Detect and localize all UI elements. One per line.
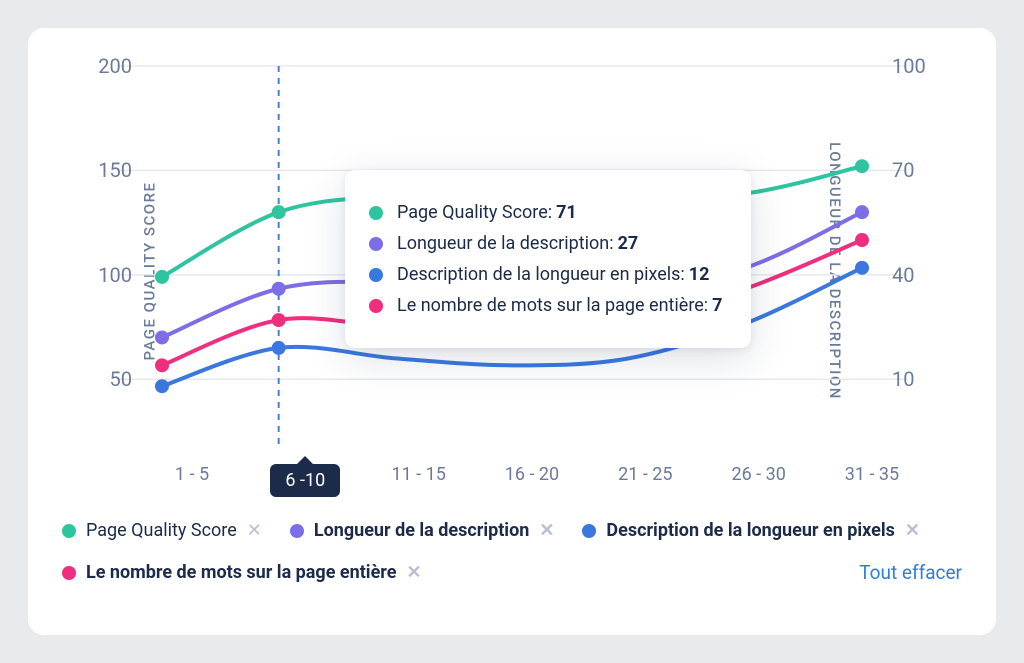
xtick[interactable]: 21 - 25 [610,464,680,497]
series-dot-icon [369,268,383,282]
series-dot-icon [369,237,383,251]
legend-dot-icon [62,524,76,538]
legend-label: Le nombre de mots sur la page entière [86,562,396,583]
xtick[interactable]: 16 - 20 [497,464,567,497]
xtick-active[interactable]: 6 -10 [270,464,340,497]
legend-dot-icon [290,524,304,538]
tooltip-label: Le nombre de mots sur la page entière: [397,295,708,316]
ytick-right: 40 [892,263,932,287]
chart-card: PAGE QUALITY SCORE LONGUEUR DE LA DESCRI… [28,28,996,635]
remove-series-icon[interactable]: ✕ [406,562,421,583]
legend-item[interactable]: Page Quality Score ✕ [62,520,262,541]
clear-all-button[interactable]: Tout effacer [859,561,962,584]
x-axis-ticks: 1 - 5 6 -10 11 - 15 16 - 20 21 - 25 26 - 30 31… [157,464,907,497]
legend-label: Longueur de la description [314,520,529,541]
xtick[interactable]: 11 - 15 [384,464,454,497]
xtick[interactable]: 26 - 30 [724,464,794,497]
remove-series-icon[interactable]: ✕ [905,520,920,541]
remove-series-icon[interactable]: ✕ [247,520,262,541]
legend-label: Page Quality Score [86,520,237,541]
legend-dot-icon [62,566,76,580]
ytick-right: 70 [892,158,932,182]
ytick-right: 10 [892,367,932,391]
tooltip-row: Le nombre de mots sur la page entière: 7 [369,295,723,316]
tooltip-value: 27 [618,233,639,254]
series-dot-icon [369,206,383,220]
xtick[interactable]: 31 - 35 [837,464,907,497]
chart-tooltip: Page Quality Score: 71 Longueur de la des… [345,170,751,348]
xtick[interactable]: 1 - 5 [157,464,227,497]
legend-item[interactable]: Longueur de la description ✕ [290,520,555,541]
tooltip-value: 7 [712,295,722,316]
legend-label: Description de la longueur en pixels [606,520,894,541]
ytick-right: 100 [892,54,932,78]
tooltip-label: Longueur de la description: [397,233,614,254]
remove-series-icon[interactable]: ✕ [539,520,554,541]
tooltip-label: Page Quality Score: [397,202,552,223]
legend-item[interactable]: Le nombre de mots sur la page entière ✕ [62,562,422,583]
ytick-left: 100 [92,263,132,287]
tooltip-label: Description de la longueur en pixels: [397,264,685,285]
series-dot-icon [369,299,383,313]
legend-item[interactable]: Description de la longueur en pixels ✕ [582,520,920,541]
tooltip-row: Description de la longueur en pixels: 12 [369,264,723,285]
ytick-left: 150 [92,158,132,182]
ytick-left: 200 [92,54,132,78]
tooltip-value: 71 [556,202,577,223]
tooltip-value: 12 [689,264,710,285]
chart-legend: Page Quality Score✕Longueur de la descri… [62,520,962,584]
tooltip-row: Page Quality Score: 71 [369,202,723,223]
ytick-left: 50 [92,367,132,391]
legend-dot-icon [582,524,596,538]
chart-area: PAGE QUALITY SCORE LONGUEUR DE LA DESCRI… [62,56,962,486]
tooltip-row: Longueur de la description: 27 [369,233,723,254]
